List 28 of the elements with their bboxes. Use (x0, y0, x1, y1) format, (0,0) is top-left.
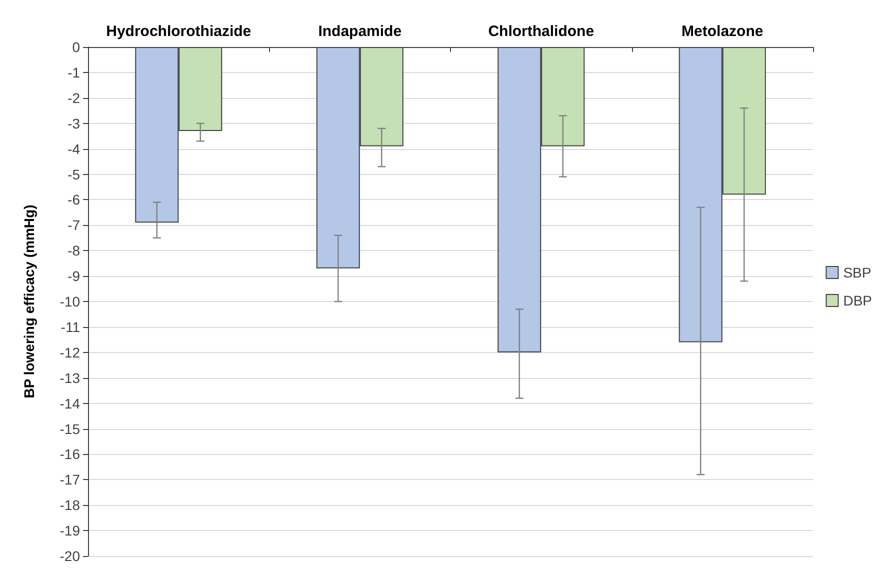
y-tick-label: -17 (60, 472, 80, 488)
y-tick-label: -7 (68, 217, 80, 234)
y-tick-label: -6 (68, 192, 80, 208)
y-tick-label: -20 (60, 548, 80, 564)
y-tick-label: -8 (68, 242, 80, 259)
x-tick-label: Metolazone (682, 23, 764, 40)
x-tick-label: Hydrochlorothiazide (106, 23, 252, 40)
y-tick-label: -11 (60, 318, 80, 335)
y-tick-label: -14 (60, 395, 80, 412)
legend-label: SBP (843, 264, 872, 280)
y-tick-label: -1 (68, 64, 80, 80)
y-tick-label: -18 (60, 497, 80, 514)
y-tick-label: 0 (72, 39, 80, 55)
y-tick-label: -2 (68, 90, 80, 106)
y-tick-label: -9 (68, 268, 80, 284)
legend-label: DBP (843, 292, 872, 308)
y-tick-label: -4 (68, 140, 80, 157)
y-tick-label: -10 (60, 294, 80, 310)
y-axis-title: BP lowering efficacy (mmHg) (21, 204, 37, 398)
x-tick-label: Indapamide (318, 23, 402, 40)
y-tick-label: -19 (60, 522, 80, 539)
y-tick-label: -5 (68, 166, 80, 182)
y-tick-label: -13 (60, 370, 80, 386)
y-tick-label: -15 (60, 420, 80, 437)
x-tick-label: Chlorthalidone (488, 23, 594, 40)
y-tick-label: -16 (60, 446, 80, 462)
y-tick-label: -3 (68, 115, 80, 132)
y-tick-label: -12 (60, 344, 80, 360)
